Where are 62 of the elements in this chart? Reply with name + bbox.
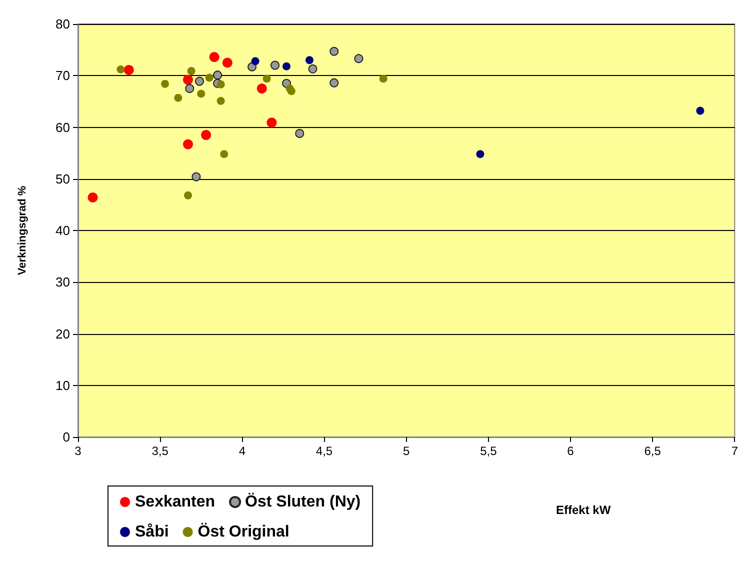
point [248, 62, 257, 72]
point [124, 64, 134, 75]
point [262, 74, 271, 83]
x-tick-label: 6,5 [644, 444, 662, 458]
point [216, 96, 225, 105]
point [220, 150, 228, 158]
y-tick-label: 50 [56, 171, 70, 186]
x-tick-label: 5 [402, 444, 410, 458]
y-tick-label: 80 [56, 16, 70, 32]
point [194, 76, 204, 86]
point [270, 60, 280, 70]
point [251, 57, 260, 66]
point [174, 94, 182, 102]
legend-label: Öst Sluten (Ny) [245, 492, 361, 510]
y-tick-label: 30 [56, 274, 70, 290]
point [201, 130, 212, 140]
point [183, 74, 193, 85]
point [287, 87, 296, 96]
point [330, 78, 339, 88]
y-tick-label: 70 [56, 68, 70, 84]
point [295, 128, 304, 138]
point [192, 172, 201, 182]
x-tick-label: 5,5 [480, 444, 498, 458]
point [266, 118, 277, 128]
point [222, 58, 232, 68]
x-tick-label: 3,5 [152, 444, 169, 458]
point [305, 56, 314, 64]
point [696, 106, 704, 115]
point [183, 139, 193, 150]
x-tick-label: 3 [74, 444, 82, 458]
x-axis-title: Effekt kW [556, 503, 612, 517]
point [88, 192, 98, 202]
x-tick-label: 6 [567, 444, 574, 458]
point [185, 84, 194, 94]
x-tick-label: 4 [238, 444, 246, 458]
x-tick-label: 4,5 [316, 444, 333, 458]
legend-label: Öst Original [198, 522, 290, 540]
point [330, 46, 339, 56]
point [476, 150, 484, 158]
point [184, 191, 192, 200]
point [213, 70, 222, 80]
point [209, 52, 220, 62]
legend-label: Såbi [135, 522, 169, 540]
point [379, 74, 388, 83]
y-tick-label: 0 [62, 430, 70, 444]
point [216, 80, 225, 88]
y-tick-label: 20 [56, 326, 70, 342]
point [256, 84, 267, 94]
point [354, 54, 364, 64]
y-tick-label: 10 [56, 378, 70, 393]
legend-label: Sexkanten [135, 494, 216, 510]
point [282, 62, 290, 70]
y-tick-label: 40 [56, 223, 70, 238]
point [187, 66, 196, 75]
y-axis-title: Verkningsgrad % [16, 186, 28, 276]
y-tick-label: 60 [56, 120, 70, 135]
point [205, 74, 214, 82]
point [161, 80, 170, 88]
point [116, 65, 125, 74]
x-tick-label: 7 [731, 444, 738, 458]
point [308, 64, 318, 74]
point [197, 90, 206, 98]
